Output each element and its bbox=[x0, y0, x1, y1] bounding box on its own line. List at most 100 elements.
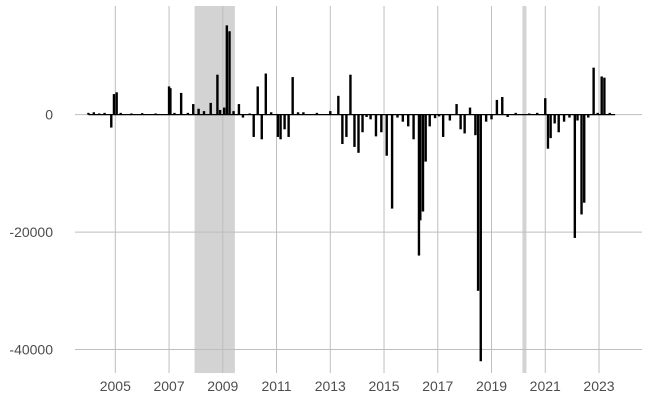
bar bbox=[587, 114, 590, 118]
x-tick-label: 2011 bbox=[261, 378, 291, 394]
bar bbox=[592, 67, 595, 115]
bar bbox=[419, 114, 422, 221]
bar bbox=[573, 114, 577, 238]
bar bbox=[448, 114, 452, 121]
bar bbox=[546, 114, 550, 149]
bar bbox=[380, 114, 383, 133]
bar bbox=[192, 104, 195, 115]
bar bbox=[369, 114, 372, 120]
bar bbox=[501, 97, 504, 115]
shaded-periods bbox=[194, 6, 527, 373]
bar bbox=[479, 114, 482, 362]
x-tick-label: 2009 bbox=[207, 378, 238, 394]
bar bbox=[390, 114, 394, 209]
bar bbox=[463, 114, 466, 134]
bar bbox=[474, 114, 477, 136]
bar bbox=[218, 109, 222, 115]
bar bbox=[140, 113, 144, 115]
bar bbox=[302, 112, 305, 115]
bar bbox=[385, 114, 388, 156]
bar-series bbox=[87, 25, 611, 362]
bar bbox=[490, 114, 493, 120]
bar bbox=[209, 102, 212, 115]
bar bbox=[92, 112, 96, 115]
bar bbox=[291, 77, 294, 115]
bar bbox=[241, 114, 245, 118]
bar bbox=[357, 114, 360, 153]
bar bbox=[424, 114, 427, 162]
gridlines bbox=[75, 6, 642, 373]
bar bbox=[276, 114, 280, 137]
bar bbox=[279, 114, 282, 140]
bar bbox=[441, 114, 445, 137]
bar bbox=[437, 114, 441, 117]
bar bbox=[568, 114, 571, 118]
bar bbox=[527, 113, 531, 115]
bar bbox=[544, 98, 547, 115]
bar bbox=[349, 74, 352, 115]
bar bbox=[115, 92, 118, 115]
bar bbox=[216, 74, 219, 115]
x-tick-label: 2017 bbox=[422, 378, 453, 394]
x-tick-label: 2019 bbox=[476, 378, 507, 394]
bar bbox=[169, 88, 172, 115]
bar bbox=[396, 114, 399, 118]
bar bbox=[296, 112, 300, 115]
bar bbox=[421, 114, 425, 212]
bar bbox=[256, 86, 259, 115]
bar bbox=[130, 113, 133, 115]
bar bbox=[412, 114, 415, 140]
y-tick-label: -20000 bbox=[9, 224, 53, 240]
bar bbox=[433, 114, 437, 119]
bar bbox=[553, 114, 556, 124]
bar bbox=[345, 114, 348, 137]
bar bbox=[110, 114, 113, 128]
bar bbox=[154, 113, 157, 115]
bar bbox=[232, 111, 235, 115]
shaded-period-1 bbox=[522, 6, 527, 373]
bar bbox=[228, 31, 231, 115]
bar bbox=[179, 92, 183, 115]
x-axis-tick-labels: 2005 2007 2009 2011 2013 2015 2017 2019 2021 2023 bbox=[100, 378, 615, 394]
x-tick-label: 2023 bbox=[583, 378, 614, 394]
bar bbox=[374, 114, 378, 137]
bar bbox=[225, 25, 229, 115]
bar bbox=[103, 112, 106, 115]
bar bbox=[248, 113, 251, 115]
x-tick-label: 2021 bbox=[530, 378, 561, 394]
bar bbox=[329, 111, 332, 115]
bar bbox=[337, 95, 340, 115]
x-tick-label: 2015 bbox=[368, 378, 399, 394]
bar bbox=[535, 112, 539, 115]
bar bbox=[361, 114, 364, 133]
bar bbox=[583, 114, 586, 203]
bar bbox=[260, 114, 263, 140]
shaded-period-0 bbox=[194, 6, 235, 373]
bar bbox=[468, 107, 472, 115]
bar bbox=[603, 77, 606, 115]
bar bbox=[455, 104, 458, 115]
bar bbox=[222, 107, 226, 115]
bar bbox=[600, 76, 603, 115]
bar bbox=[562, 114, 566, 122]
x-tick-label: 2005 bbox=[100, 378, 131, 394]
bar bbox=[202, 111, 206, 115]
bar bbox=[514, 112, 517, 115]
bar bbox=[97, 113, 101, 115]
bar bbox=[428, 114, 431, 127]
bar bbox=[495, 99, 499, 115]
bar bbox=[237, 104, 241, 115]
bar bbox=[484, 114, 488, 122]
y-axis-tick-labels: 0 -20000 -40000 bbox=[9, 107, 53, 358]
bar bbox=[287, 114, 290, 137]
bar bbox=[557, 114, 560, 133]
y-tick-label: 0 bbox=[45, 107, 53, 123]
bar bbox=[476, 114, 480, 291]
bar bbox=[252, 114, 255, 137]
bar bbox=[417, 114, 421, 256]
bar bbox=[506, 114, 509, 117]
bar bbox=[576, 114, 579, 121]
bar bbox=[283, 114, 286, 130]
bar bbox=[264, 73, 267, 115]
